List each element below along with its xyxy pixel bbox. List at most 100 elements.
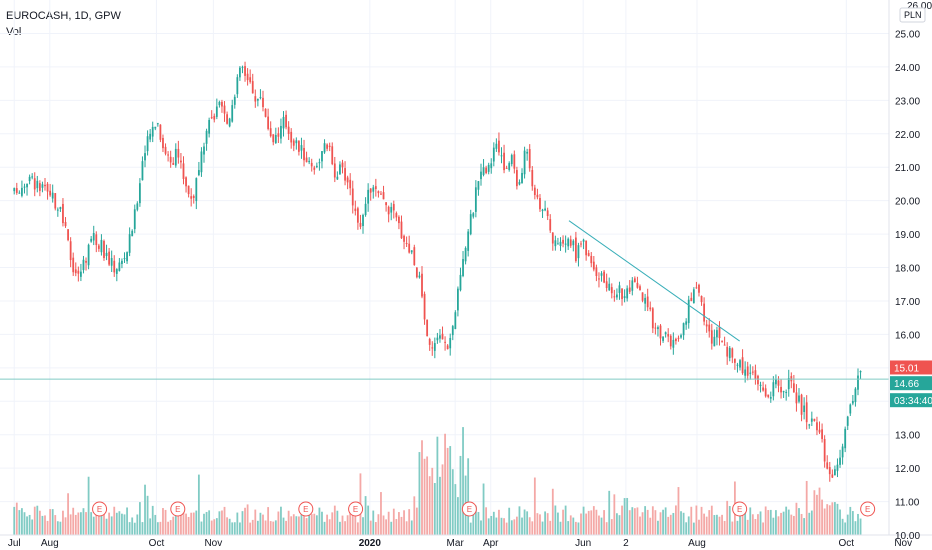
volume-bar bbox=[308, 505, 311, 535]
volume-bar bbox=[492, 511, 495, 535]
volume-bar bbox=[231, 522, 234, 535]
volume-bar bbox=[103, 505, 105, 535]
volume-bar bbox=[495, 517, 498, 535]
candle-body bbox=[305, 157, 308, 163]
volume-bar bbox=[639, 516, 641, 535]
symbol-title[interactable]: EUROCASH, 1D, GPW bbox=[6, 10, 121, 22]
volume-bar bbox=[100, 513, 103, 535]
volume-bar bbox=[439, 476, 441, 535]
volume-bar bbox=[826, 504, 829, 535]
currency-box[interactable] bbox=[899, 7, 926, 23]
candle-body bbox=[264, 108, 267, 117]
volume-bar bbox=[834, 502, 836, 535]
volume-bar bbox=[295, 516, 298, 535]
volume-label[interactable]: Vol bbox=[6, 26, 22, 38]
volume-bar bbox=[313, 513, 316, 535]
earnings-marker: E bbox=[92, 501, 108, 517]
volume-bar bbox=[523, 509, 526, 535]
candle-body bbox=[772, 382, 775, 397]
candle-body bbox=[775, 379, 777, 385]
candle-body bbox=[749, 372, 752, 374]
candle-body bbox=[736, 364, 739, 366]
candle-body bbox=[339, 164, 341, 175]
candle-body bbox=[151, 126, 154, 137]
price-tick-label: 16.00 bbox=[895, 330, 920, 341]
volume-bar bbox=[56, 521, 59, 535]
volume-bar bbox=[792, 515, 795, 535]
volume-bar bbox=[74, 514, 77, 535]
volume-bar bbox=[703, 513, 706, 535]
time-axis[interactable]: Jul Aug Oct Nov 2020 Mar Apr Jun 2 Aug Oct Nov bbox=[8, 538, 912, 549]
candle-body bbox=[505, 167, 508, 169]
volume-bar bbox=[723, 520, 726, 535]
candle-body bbox=[857, 375, 859, 390]
candle-body bbox=[90, 238, 93, 242]
volume-bar bbox=[808, 512, 811, 535]
volume-bar bbox=[633, 508, 636, 535]
volume-bar bbox=[156, 522, 159, 535]
volume-bar bbox=[228, 518, 231, 535]
candle-body bbox=[546, 210, 549, 217]
candle-body bbox=[195, 178, 198, 202]
drawings[interactable] bbox=[0, 220, 889, 380]
candle-body bbox=[377, 191, 380, 194]
candle-body bbox=[41, 184, 44, 188]
volume-bar bbox=[533, 477, 536, 535]
candle-body bbox=[426, 319, 429, 337]
volume-bar bbox=[713, 515, 716, 535]
candle-body bbox=[790, 376, 793, 382]
time-tick-label: Oct bbox=[839, 538, 855, 549]
volume-bar bbox=[110, 516, 113, 535]
volume-bar bbox=[249, 522, 252, 535]
volume-bar bbox=[315, 515, 318, 535]
volume-bar bbox=[387, 511, 390, 535]
candle-body bbox=[687, 299, 690, 324]
candle-body bbox=[82, 259, 85, 271]
volume-bar bbox=[777, 516, 780, 535]
volume-bar bbox=[551, 488, 554, 535]
volume-bar bbox=[539, 514, 541, 535]
candle-body bbox=[813, 418, 816, 421]
volume-bar bbox=[328, 519, 331, 535]
candle-body bbox=[446, 345, 449, 349]
volume-bar bbox=[775, 510, 777, 535]
candle-body bbox=[536, 194, 539, 198]
currency-label[interactable]: PLN bbox=[904, 10, 922, 20]
candle-body bbox=[18, 192, 21, 194]
price-tag-label: 03:34:40 bbox=[894, 396, 932, 407]
volume-bar bbox=[569, 515, 572, 535]
volume-bar bbox=[810, 510, 813, 535]
volume-bar bbox=[721, 514, 723, 535]
candle-body bbox=[100, 239, 103, 253]
volume-bar bbox=[474, 505, 477, 535]
candle-body bbox=[503, 152, 505, 171]
earnings-marker: E bbox=[348, 501, 364, 517]
volume-bar bbox=[136, 514, 139, 535]
volume-bar bbox=[582, 506, 585, 535]
volume-bar bbox=[621, 505, 623, 535]
candle-body bbox=[315, 165, 318, 168]
candle-body bbox=[846, 416, 849, 426]
volume-bar bbox=[80, 512, 82, 535]
candle-body bbox=[651, 308, 654, 329]
candle-body bbox=[723, 344, 726, 346]
candle-body bbox=[236, 77, 239, 95]
candle-body bbox=[228, 118, 231, 127]
volume-bar bbox=[151, 505, 154, 535]
volume-bar bbox=[64, 517, 67, 535]
candle-body bbox=[605, 281, 608, 289]
volume-bar bbox=[669, 514, 672, 535]
candle-body bbox=[439, 335, 441, 339]
candle-body bbox=[549, 219, 552, 231]
volume-bar bbox=[333, 505, 336, 535]
volume-bar bbox=[515, 516, 518, 535]
volume-bar bbox=[441, 464, 444, 535]
volume-bar bbox=[369, 520, 372, 535]
volume-bar bbox=[557, 512, 559, 535]
candle-body bbox=[123, 258, 126, 260]
candle-body bbox=[385, 202, 387, 206]
candle-body bbox=[710, 330, 713, 344]
volume-bar bbox=[346, 515, 349, 535]
